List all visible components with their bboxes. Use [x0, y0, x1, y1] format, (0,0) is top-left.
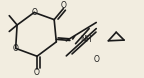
Text: O: O [13, 44, 19, 53]
Text: O: O [31, 8, 37, 17]
Text: O: O [60, 1, 66, 10]
Text: O: O [34, 68, 40, 77]
Text: O: O [93, 55, 99, 64]
Text: NH: NH [80, 34, 91, 44]
